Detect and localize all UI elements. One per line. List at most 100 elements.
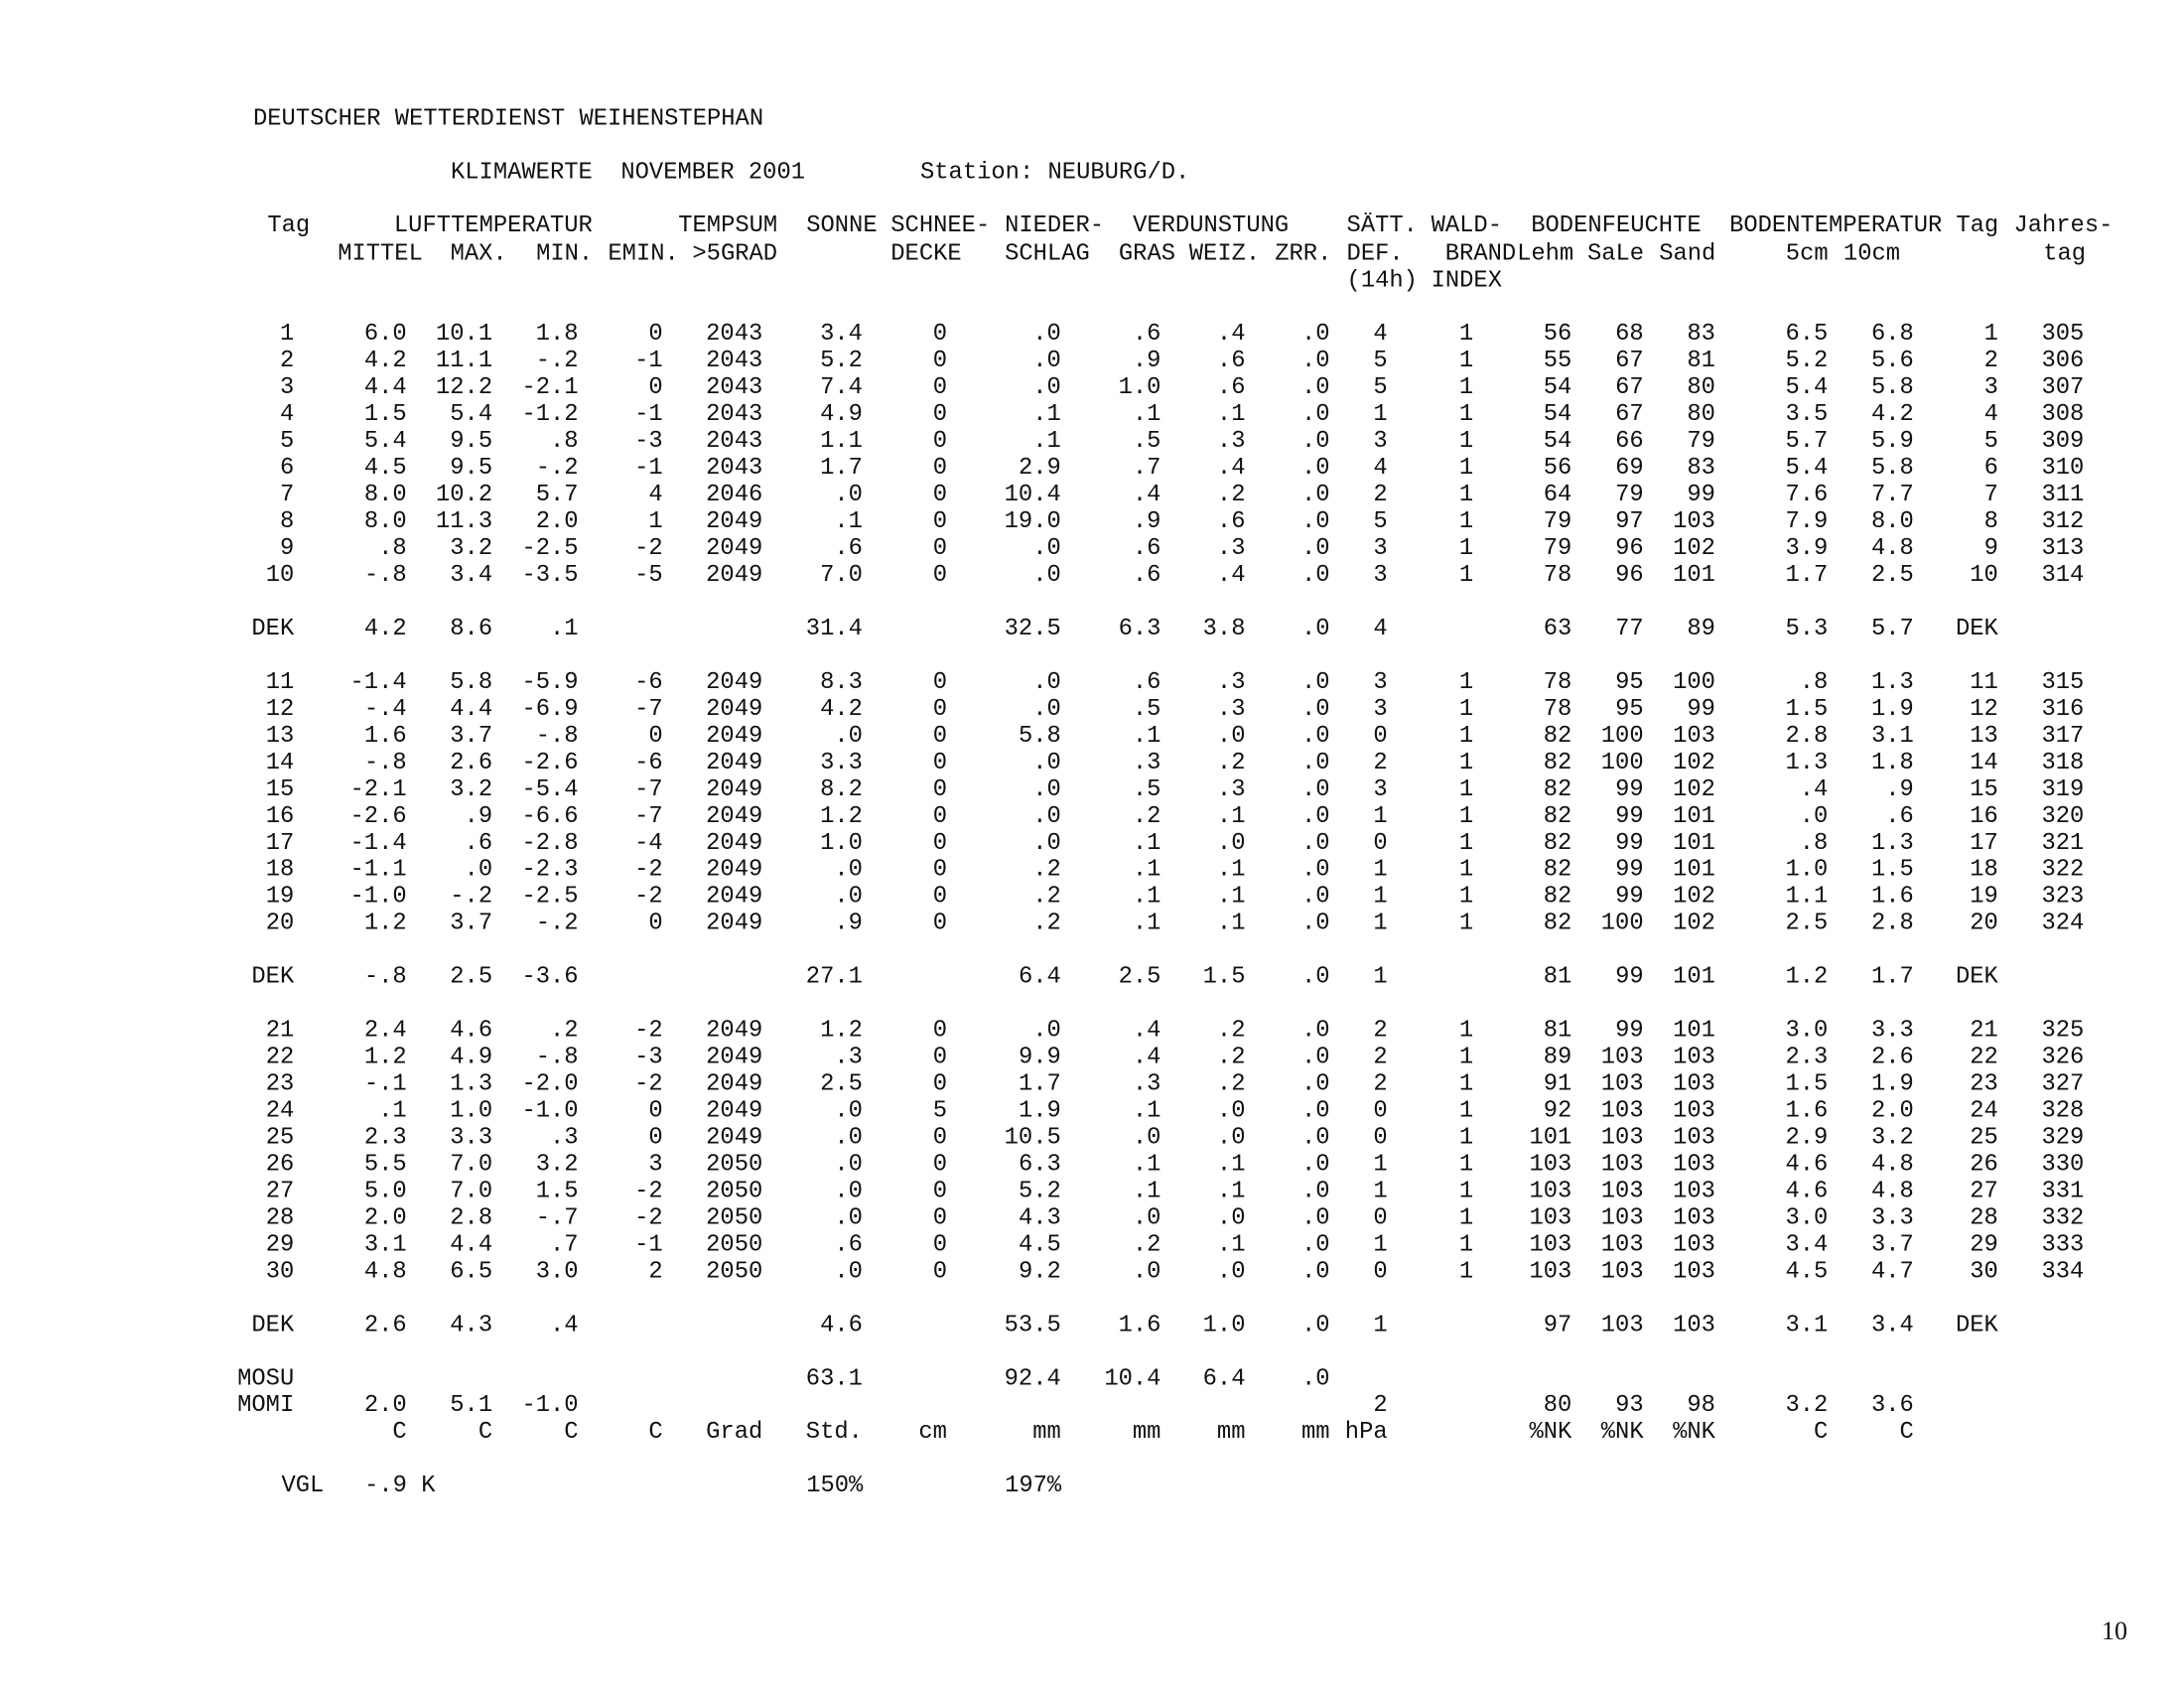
header-cell: Sand — [1659, 240, 1715, 267]
table-cell: 7.0 — [450, 1151, 492, 1178]
table-cell: .1 — [1217, 803, 1246, 830]
table-cell: 82 — [1544, 884, 1572, 911]
table-cell: 89 — [1544, 1045, 1572, 1071]
table-cell: 318 — [2041, 750, 2084, 776]
table-cell: 23 — [1970, 1071, 1998, 1098]
header-cell: BODENFEUCHTE — [1531, 212, 1701, 239]
table-cell: 7.0 — [820, 562, 863, 589]
table-cell: .0 — [1301, 1071, 1330, 1098]
table-cell: 103 — [1673, 723, 1715, 750]
table-cell: 4.4 — [450, 696, 492, 723]
table-cell: .0 — [834, 1151, 863, 1178]
comparison-cell: -.9 K — [364, 1473, 436, 1499]
table-cell: 103 — [1601, 1204, 1644, 1231]
table-cell: 63 — [1544, 616, 1572, 642]
table-cell: 0 — [933, 723, 947, 750]
table-cell: 78 — [1544, 696, 1572, 723]
table-cell: 5.0 — [364, 1178, 407, 1204]
table-cell: -1.0 — [521, 1392, 578, 1419]
table-cell: 26 — [266, 1151, 295, 1178]
table-cell: 100 — [1673, 669, 1715, 696]
table-cell: .0 — [834, 1258, 863, 1285]
table-cell: 10.5 — [1005, 1124, 1061, 1151]
table-cell: 0 — [933, 348, 947, 374]
table-cell: 31.4 — [806, 616, 863, 642]
table-cell: 9.5 — [450, 455, 492, 482]
table-cell: 29 — [266, 1231, 295, 1258]
table-cell: 103 — [1673, 1151, 1715, 1178]
table-cell: 3 — [1373, 535, 1387, 562]
table-cell: 0 — [933, 1204, 947, 1231]
table-cell: 101 — [1673, 562, 1715, 589]
table-cell: .8 — [550, 428, 579, 455]
table-cell: .6 — [1885, 803, 1914, 830]
table-cell: 5 — [1373, 508, 1387, 535]
table-cell: 2043 — [706, 348, 762, 374]
table-cell: 306 — [2041, 348, 2084, 374]
table-cell: 1.0 — [450, 1098, 492, 1125]
table-cell: 3.4 — [1871, 1312, 1914, 1338]
table-cell: .0 — [1301, 964, 1330, 991]
table-cell: 4.8 — [1871, 1178, 1914, 1204]
table-cell: 315 — [2041, 669, 2084, 696]
table-cell: 89 — [1687, 616, 1715, 642]
table-cell: 19 — [266, 884, 295, 911]
table-cell: -6 — [634, 750, 663, 776]
table-cell: 78 — [1544, 562, 1572, 589]
table-cell: 4 — [1373, 321, 1387, 348]
table-cell: 5.4 — [450, 401, 492, 428]
table-cell: 328 — [2041, 1098, 2084, 1125]
table-cell: -.7 — [536, 1204, 579, 1231]
table-cell: 1.3 — [1785, 750, 1828, 776]
table-cell: 27 — [1970, 1178, 1998, 1204]
table-cell: 3.0 — [1785, 1018, 1828, 1045]
table-cell: 309 — [2041, 428, 2084, 455]
table-cell: .4 — [1133, 1045, 1161, 1071]
table-cell: 331 — [2041, 1178, 2084, 1204]
table-cell: 3.8 — [1203, 616, 1246, 642]
table-cell: 24 — [1970, 1098, 1998, 1125]
table-cell: .1 — [1133, 857, 1161, 884]
table-cell: 1.7 — [1871, 964, 1914, 991]
table-cell: 1 — [1373, 964, 1387, 991]
header-cell: Tag — [1956, 212, 1998, 239]
table-cell: 3.9 — [1785, 535, 1828, 562]
table-cell: 3.4 — [820, 321, 863, 348]
table-cell: 2049 — [706, 723, 762, 750]
table-cell: 1.5 — [536, 1178, 579, 1204]
table-cell: 319 — [2041, 776, 2084, 803]
table-cell: 55 — [1544, 348, 1572, 374]
table-cell: 0 — [933, 1258, 947, 1285]
table-cell: 1.3 — [450, 1071, 492, 1098]
table-cell: 6.3 — [1019, 1151, 1061, 1178]
title: DEUTSCHER WETTERDIENST WEIHENSTEPHAN — [253, 105, 763, 132]
table-cell: .0 — [1301, 401, 1330, 428]
table-cell: 6.8 — [1871, 321, 1914, 348]
table-cell: 326 — [2041, 1045, 2084, 1071]
table-cell: .0 — [1032, 803, 1061, 830]
table-cell: .4 — [1217, 562, 1246, 589]
table-cell: 1.2 — [820, 1018, 863, 1045]
table-cell: 2049 — [706, 1045, 762, 1071]
table-cell: 82 — [1544, 803, 1572, 830]
table-cell: -2 — [634, 1071, 663, 1098]
table-cell: .2 — [1217, 1018, 1246, 1045]
table-cell: .4 — [1217, 321, 1246, 348]
header-cell: >5GRAD — [692, 240, 777, 267]
table-cell: 5.8 — [450, 669, 492, 696]
table-cell: 2 — [1373, 750, 1387, 776]
table-cell: 0 — [1373, 1258, 1387, 1285]
table-cell: 332 — [2041, 1204, 2084, 1231]
table-cell: DEK — [251, 616, 295, 642]
table-cell: .2 — [1217, 1045, 1246, 1071]
table-cell: -1.4 — [350, 830, 407, 857]
table-cell: Std. — [806, 1419, 863, 1446]
table-cell: 2050 — [706, 1178, 762, 1204]
table-cell: .6 — [834, 1231, 863, 1258]
table-cell: 13 — [1970, 723, 1998, 750]
table-cell: -2.6 — [521, 750, 578, 776]
table-cell: .1 — [834, 508, 863, 535]
table-cell: .0 — [1301, 321, 1330, 348]
table-cell: 82 — [1544, 776, 1572, 803]
table-cell: 4.2 — [820, 696, 863, 723]
